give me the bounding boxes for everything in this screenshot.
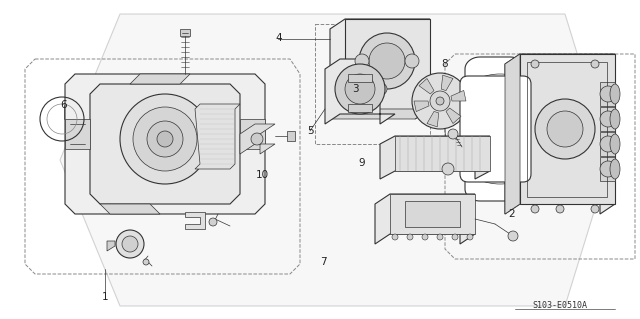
Polygon shape <box>600 107 615 131</box>
Bar <box>395 136 490 171</box>
Circle shape <box>600 111 616 127</box>
Text: 9: 9 <box>358 158 365 168</box>
Text: 8: 8 <box>442 59 448 69</box>
Text: S103-E0510A: S103-E0510A <box>532 300 588 309</box>
Polygon shape <box>325 59 395 124</box>
Circle shape <box>359 33 415 89</box>
Circle shape <box>535 99 595 159</box>
Bar <box>390 194 475 234</box>
Circle shape <box>405 54 419 68</box>
Text: 6: 6 <box>61 100 67 110</box>
Circle shape <box>508 231 518 241</box>
Circle shape <box>369 43 405 79</box>
Text: 2: 2 <box>509 209 515 219</box>
Polygon shape <box>345 19 430 109</box>
Circle shape <box>209 218 217 226</box>
Circle shape <box>591 60 599 68</box>
Polygon shape <box>195 104 240 169</box>
Circle shape <box>430 91 450 111</box>
Circle shape <box>591 205 599 213</box>
Circle shape <box>531 60 539 68</box>
Polygon shape <box>375 194 475 244</box>
Circle shape <box>448 129 458 139</box>
Polygon shape <box>600 82 615 106</box>
Ellipse shape <box>610 159 620 179</box>
Polygon shape <box>330 109 430 119</box>
Circle shape <box>452 234 458 240</box>
Circle shape <box>355 54 369 68</box>
Circle shape <box>436 97 444 105</box>
Circle shape <box>600 161 616 177</box>
Polygon shape <box>240 119 265 149</box>
Ellipse shape <box>357 80 387 98</box>
Polygon shape <box>107 241 115 251</box>
Circle shape <box>345 74 375 104</box>
Circle shape <box>422 234 428 240</box>
Ellipse shape <box>610 109 620 129</box>
Circle shape <box>133 107 197 171</box>
FancyBboxPatch shape <box>460 76 531 182</box>
Circle shape <box>147 121 183 157</box>
Polygon shape <box>330 19 430 119</box>
Circle shape <box>392 234 398 240</box>
Polygon shape <box>451 90 466 101</box>
Text: 5: 5 <box>307 126 314 136</box>
Polygon shape <box>65 119 90 149</box>
Polygon shape <box>100 204 160 214</box>
Text: 7: 7 <box>320 256 326 267</box>
Circle shape <box>157 131 173 147</box>
Polygon shape <box>600 132 615 156</box>
Circle shape <box>467 234 473 240</box>
Polygon shape <box>414 101 429 112</box>
Circle shape <box>120 94 210 184</box>
Circle shape <box>600 86 616 102</box>
Circle shape <box>531 205 539 213</box>
Bar <box>405 201 460 227</box>
Circle shape <box>600 136 616 152</box>
Circle shape <box>412 73 468 129</box>
Polygon shape <box>600 157 615 181</box>
Polygon shape <box>287 131 295 141</box>
Ellipse shape <box>610 84 620 104</box>
Circle shape <box>442 163 454 175</box>
Polygon shape <box>441 75 453 91</box>
Polygon shape <box>427 111 439 127</box>
Polygon shape <box>446 108 461 123</box>
Circle shape <box>547 111 583 147</box>
Circle shape <box>437 234 443 240</box>
Polygon shape <box>240 124 275 154</box>
Circle shape <box>556 205 564 213</box>
Bar <box>527 62 607 197</box>
Ellipse shape <box>610 134 620 154</box>
Circle shape <box>116 230 144 258</box>
Polygon shape <box>348 74 372 82</box>
Polygon shape <box>180 29 190 36</box>
Circle shape <box>122 236 138 252</box>
Circle shape <box>143 259 149 265</box>
Polygon shape <box>185 212 205 229</box>
Polygon shape <box>505 54 615 214</box>
Text: 3: 3 <box>352 84 358 94</box>
Polygon shape <box>60 14 610 306</box>
Polygon shape <box>348 104 372 112</box>
Polygon shape <box>130 74 190 84</box>
Polygon shape <box>380 136 490 179</box>
Polygon shape <box>520 54 615 204</box>
Text: 10: 10 <box>256 170 269 181</box>
Polygon shape <box>65 74 265 214</box>
Circle shape <box>407 234 413 240</box>
Polygon shape <box>90 84 240 204</box>
Polygon shape <box>465 57 525 201</box>
Polygon shape <box>419 78 434 94</box>
Text: 4: 4 <box>275 33 282 43</box>
Polygon shape <box>505 54 520 214</box>
Circle shape <box>335 64 385 114</box>
Text: 1: 1 <box>102 292 109 302</box>
Circle shape <box>251 133 263 145</box>
